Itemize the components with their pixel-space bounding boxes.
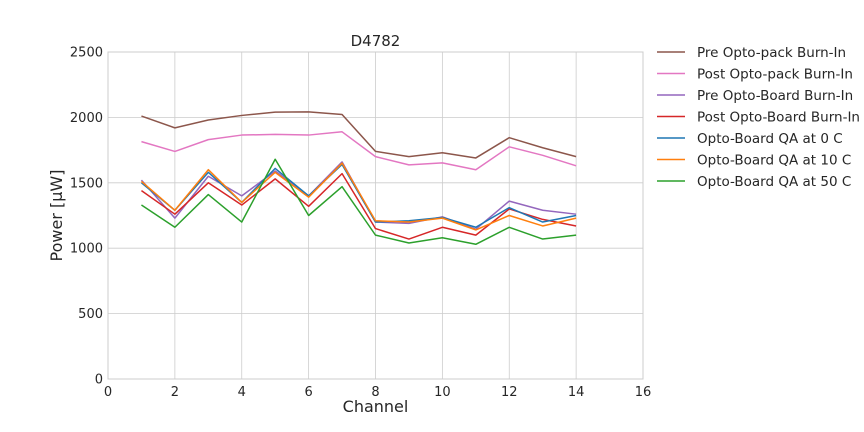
x-tick-label: 14 — [568, 385, 585, 400]
series-line-7 — [141, 158, 577, 246]
legend-label: Pre Opto-pack Burn-In — [697, 45, 846, 61]
plot-frame — [107, 51, 644, 380]
legend-label: Pre Opto-Board Burn-In — [697, 88, 853, 104]
series-line-1 — [141, 111, 577, 159]
legend-item: Opto-Board QA at 50 C — [657, 174, 851, 190]
legend-label: Opto-Board QA at 10 C — [697, 153, 851, 169]
y-tick-label: 500 — [78, 307, 103, 322]
legend-label: Post Opto-Board Burn-In — [697, 110, 860, 126]
x-axis-title: Channel — [343, 397, 409, 416]
x-tick-label: 10 — [434, 385, 451, 400]
y-tick-label: 1000 — [70, 242, 103, 257]
legend-label: Opto-Board QA at 50 C — [697, 174, 851, 190]
y-axis-title: Power [μW] — [47, 170, 66, 262]
legend: Pre Opto-pack Burn-In Post Opto-pack Burn… — [657, 45, 860, 190]
y-tick-label: 2000 — [70, 111, 103, 126]
tick-labels: 0 2 4 6 8 10 12 14 16 0 500 1000 1500 2000 2500 — [70, 46, 651, 401]
x-tick-label: 16 — [635, 385, 652, 400]
series-lines — [140, 111, 577, 246]
legend-item: Opto-Board QA at 0 C — [657, 131, 843, 147]
x-tick-label: 4 — [238, 385, 246, 400]
series-line-6 — [140, 162, 577, 231]
legend-label: Post Opto-pack Burn-In — [697, 67, 853, 83]
legend-item: Pre Opto-pack Burn-In — [657, 45, 846, 61]
series-line-4 — [141, 172, 577, 240]
legend-item: Opto-Board QA at 10 C — [657, 153, 851, 169]
legend-item: Post Opto-Board Burn-In — [657, 110, 860, 126]
x-tick-label: 2 — [171, 385, 179, 400]
x-tick-label: 12 — [501, 385, 518, 400]
x-tick-label: 6 — [304, 385, 312, 400]
x-tick-label: 8 — [371, 385, 379, 400]
legend-label: Opto-Board QA at 0 C — [697, 131, 843, 147]
chart-title: D4782 — [351, 32, 401, 50]
legend-item: Pre Opto-Board Burn-In — [657, 88, 853, 104]
y-tick-label: 0 — [95, 373, 103, 388]
y-tick-label: 2500 — [70, 46, 103, 61]
series-line-2 — [141, 131, 577, 171]
y-tick-label: 1500 — [70, 176, 103, 191]
x-tick-label: 0 — [104, 385, 112, 400]
legend-item: Post Opto-pack Burn-In — [657, 67, 853, 83]
